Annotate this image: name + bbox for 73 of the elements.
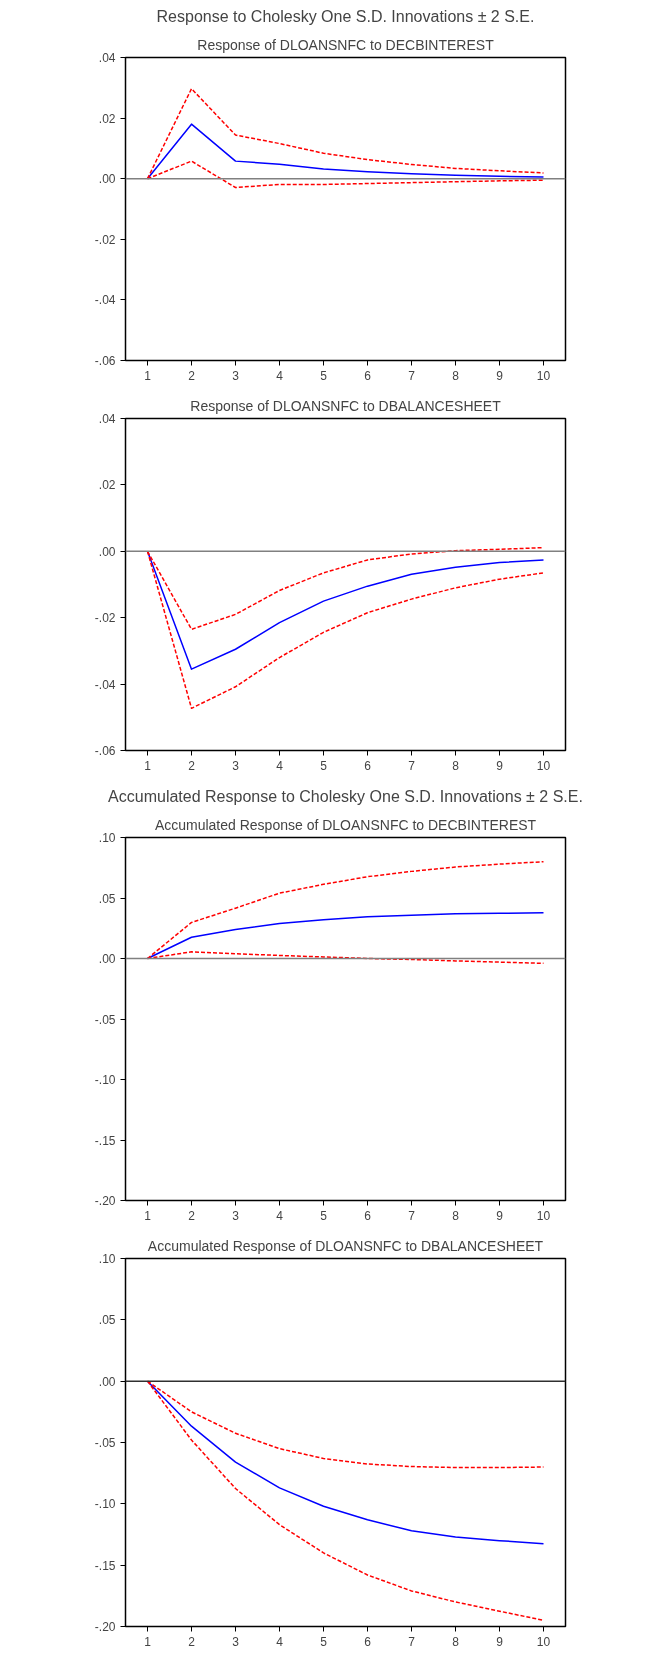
y-tick-label: .00 bbox=[98, 172, 116, 187]
x-tick-label: 3 bbox=[232, 1634, 240, 1649]
x-tick-label: 9 bbox=[496, 1208, 504, 1223]
x-tick-label: 3 bbox=[232, 758, 240, 773]
x-tick-label: 6 bbox=[364, 758, 372, 773]
x-tick-label: 5 bbox=[320, 1208, 328, 1223]
x-tick-label: 7 bbox=[408, 1634, 416, 1649]
y-tick-label: -.10 bbox=[94, 1497, 116, 1512]
x-tick-label: 7 bbox=[408, 1208, 416, 1223]
y-tick-label: -.15 bbox=[94, 1558, 116, 1573]
chart-subtitle: Response of DLOANSNFC to DECBINTEREST bbox=[197, 36, 495, 53]
x-tick-label: 5 bbox=[320, 758, 328, 773]
x-tick-label: 10 bbox=[536, 368, 551, 383]
x-tick-label: 2 bbox=[188, 1634, 196, 1649]
y-tick-label: -.20 bbox=[94, 1620, 116, 1634]
y-tick-label: .00 bbox=[98, 544, 116, 559]
y-tick-label: -.06 bbox=[94, 354, 116, 368]
x-tick-label: 4 bbox=[276, 368, 284, 383]
x-tick-label: 6 bbox=[364, 368, 372, 383]
chart-title: Response to Cholesky One S.D. Innovations ± 2 S.E. bbox=[156, 7, 535, 25]
y-tick-label: -.15 bbox=[94, 1133, 116, 1148]
y-tick-label: .05 bbox=[98, 1313, 116, 1328]
x-tick-label: 2 bbox=[188, 1208, 196, 1223]
x-tick-label: 8 bbox=[452, 758, 460, 773]
y-tick-label: .02 bbox=[98, 478, 116, 493]
x-tick-label: 3 bbox=[232, 1208, 240, 1223]
x-tick-label: 10 bbox=[536, 1634, 551, 1649]
x-tick-label: 1 bbox=[144, 1634, 152, 1649]
x-tick-label: 4 bbox=[276, 1208, 284, 1223]
y-tick-label: -.02 bbox=[94, 232, 116, 247]
x-tick-label: 7 bbox=[408, 758, 416, 773]
y-tick-label: .02 bbox=[98, 111, 116, 126]
y-tick-label: -.06 bbox=[94, 744, 116, 758]
y-tick-label: -.20 bbox=[94, 1194, 116, 1208]
x-tick-label: 10 bbox=[536, 758, 551, 773]
x-tick-label: 6 bbox=[364, 1634, 372, 1649]
chart-subtitle: Accumulated Response of DLOANSNFC to DECBINTEREST bbox=[154, 816, 537, 833]
y-tick-label: -.04 bbox=[94, 677, 116, 692]
y-tick-label: .10 bbox=[98, 1252, 116, 1266]
y-tick-label: .05 bbox=[98, 891, 116, 906]
y-tick-label: -.10 bbox=[94, 1073, 116, 1087]
x-tick-label: 5 bbox=[320, 1634, 328, 1649]
x-tick-label: 3 bbox=[232, 368, 240, 383]
x-tick-label: 8 bbox=[452, 1208, 460, 1223]
y-tick-label: .10 bbox=[98, 831, 116, 845]
x-tick-label: 1 bbox=[144, 758, 152, 773]
y-tick-label: .04 bbox=[98, 412, 116, 426]
x-tick-label: 5 bbox=[320, 368, 328, 383]
y-tick-label: .00 bbox=[98, 952, 116, 966]
y-tick-label: .04 bbox=[98, 51, 116, 65]
y-tick-label: .00 bbox=[98, 1374, 116, 1389]
x-tick-label: 6 bbox=[364, 1208, 372, 1223]
x-tick-label: 2 bbox=[188, 368, 196, 383]
x-tick-label: 1 bbox=[144, 368, 152, 383]
x-tick-label: 4 bbox=[276, 1634, 284, 1649]
x-tick-label: 2 bbox=[188, 758, 196, 773]
x-tick-label: 10 bbox=[536, 1208, 551, 1223]
y-tick-label: -.02 bbox=[94, 611, 116, 626]
chart-title: Response of DLOANSNFC to DBALANCESHEET bbox=[190, 397, 502, 414]
x-tick-label: 1 bbox=[144, 1208, 152, 1223]
x-tick-label: 9 bbox=[496, 368, 504, 383]
x-tick-label: 4 bbox=[276, 758, 284, 773]
y-tick-label: -.04 bbox=[94, 293, 116, 308]
chart-title: Accumulated Response to Cholesky One S.D. Innovations ± 2 S.E. bbox=[108, 787, 583, 805]
x-tick-label: 9 bbox=[496, 1634, 504, 1649]
y-tick-label: -.05 bbox=[94, 1436, 116, 1450]
chart-title: Accumulated Response of DLOANSNFC to DBALANCESHEET bbox=[147, 1237, 544, 1254]
x-tick-label: 8 bbox=[452, 368, 460, 383]
x-tick-label: 7 bbox=[408, 368, 416, 383]
line-series bbox=[146, 123, 545, 180]
y-tick-label: -.05 bbox=[94, 1012, 116, 1027]
x-tick-label: 8 bbox=[452, 1634, 460, 1649]
x-tick-label: 9 bbox=[496, 758, 504, 773]
